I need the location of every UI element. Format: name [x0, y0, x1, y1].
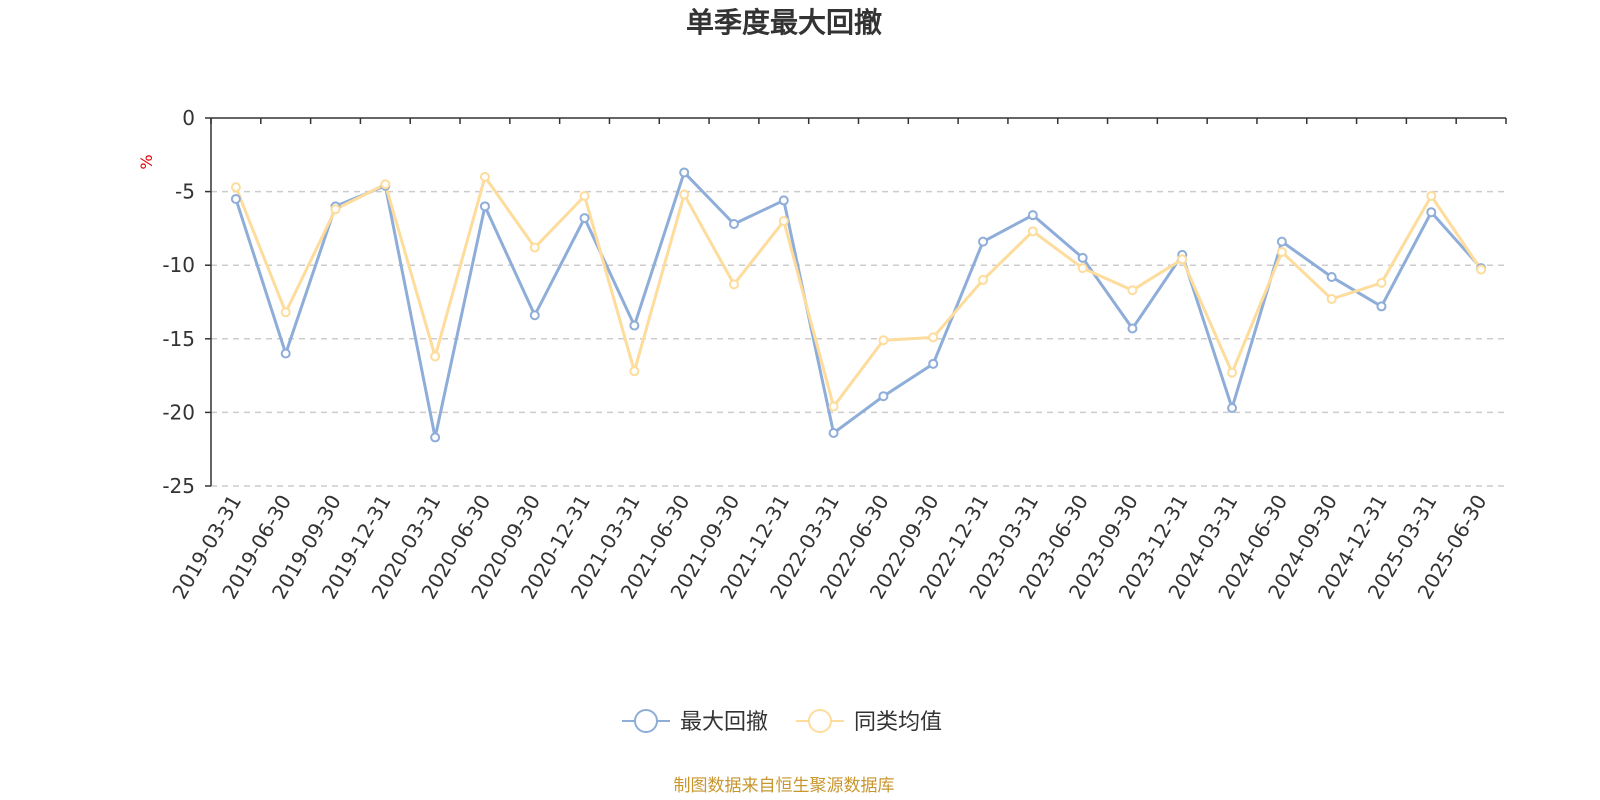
legend-label: 最大回撤: [680, 710, 768, 735]
chart-title: 单季度最大回撤: [686, 6, 882, 39]
data-point: [728, 279, 739, 290]
y-tick-label: -10: [162, 253, 195, 277]
data-point: [1227, 402, 1238, 413]
y-tick-label: -15: [162, 327, 195, 351]
series-line: [234, 170, 1483, 439]
data-point: [1127, 323, 1138, 334]
data-point: [1376, 301, 1387, 312]
data-point: [1426, 207, 1437, 218]
data-point: [479, 201, 490, 212]
data-point: [280, 307, 291, 318]
data-point: [679, 167, 690, 178]
data-point: [978, 236, 989, 247]
data-point: [1027, 226, 1038, 237]
data-point: [1276, 246, 1287, 257]
data-point: [330, 204, 341, 215]
data-point: [629, 320, 640, 331]
data-point: [579, 191, 590, 202]
data-point: [928, 332, 939, 343]
legend-marker: [808, 709, 832, 733]
legend-label: 同类均值: [854, 710, 942, 735]
y-tick-label: 0: [182, 106, 195, 130]
legend-marker: [634, 709, 658, 733]
series-line: [234, 175, 1483, 409]
y-axis-ticks: 0 -5 -10 -15 -20 -25: [162, 106, 211, 498]
legend: 最大回撤 同类均值: [622, 709, 942, 735]
data-point: [430, 351, 441, 362]
data-point: [230, 182, 241, 193]
data-point: [778, 195, 789, 206]
data-point: [430, 432, 441, 443]
source-note: 制图数据来自恒生聚源数据库: [674, 776, 895, 796]
data-point: [629, 366, 640, 377]
data-point: [1077, 263, 1088, 274]
y-axis-unit: %: [137, 154, 156, 169]
data-point: [230, 193, 241, 204]
data-point: [380, 179, 391, 190]
data-point: [878, 335, 889, 346]
data-point: [1376, 277, 1387, 288]
y-tick-label: -20: [162, 400, 195, 424]
data-point: [828, 428, 839, 439]
y-tick-label: -25: [162, 474, 195, 498]
data-point: [828, 401, 839, 412]
data-point: [1077, 252, 1088, 263]
data-point: [280, 348, 291, 359]
data-point: [1326, 294, 1337, 305]
data-point: [529, 242, 540, 253]
data-point: [529, 310, 540, 321]
data-point: [579, 213, 590, 224]
data-point: [1276, 236, 1287, 247]
data-point: [778, 216, 789, 227]
data-point: [679, 189, 690, 200]
data-point: [978, 274, 989, 285]
data-point: [479, 171, 490, 182]
grid-lines: [211, 190, 1506, 487]
data-point: [1426, 191, 1437, 202]
data-point: [1326, 271, 1337, 282]
axes: [210, 117, 1506, 486]
data-point: [1476, 264, 1487, 275]
data-point: [728, 218, 739, 229]
data-point: [878, 391, 889, 402]
y-tick-label: -5: [175, 180, 195, 204]
data-point: [1027, 210, 1038, 221]
data-point: [1177, 254, 1188, 265]
data-point: [1127, 285, 1138, 296]
data-point: [1227, 367, 1238, 378]
data-point: [928, 358, 939, 369]
x-axis-ticks: 2019-03-312019-06-302019-09-302019-12-31…: [167, 118, 1507, 603]
series-layer: [230, 167, 1487, 443]
